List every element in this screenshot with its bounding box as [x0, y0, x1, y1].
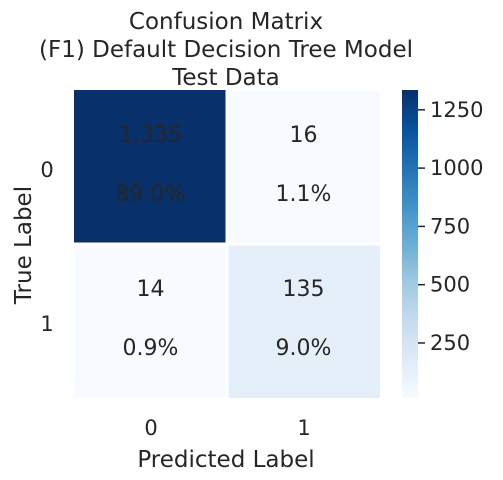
cell-percent-label-1-1: 9.0% [276, 336, 332, 361]
x-tick-label-1: 1 [297, 416, 310, 440]
cell-count-label-0-0: 1,335 [119, 123, 182, 148]
cell-percent-label-0-0: 89.0% [116, 182, 186, 207]
colorbar-tick-label-0: 250 [430, 331, 470, 355]
heatmap-cell-1-1 [228, 245, 380, 398]
cell-count-label-0-1: 16 [290, 123, 318, 148]
cell-count-label-1-0: 14 [137, 277, 165, 302]
chart-title-line-3: Test Data [171, 65, 280, 91]
colorbar-tick-label-3: 1000 [430, 156, 483, 180]
y-tick-label-1: 1 [40, 312, 53, 336]
colorbar [402, 90, 418, 398]
heatmap-cell-0-0 [74, 90, 226, 243]
cell-percent-label-0-1: 1.1% [276, 182, 332, 207]
x-tick-label-0: 0 [144, 416, 157, 440]
y-tick-label-0: 0 [40, 158, 53, 182]
x-axis-label: Predicted Label [137, 447, 314, 473]
colorbar-ticks: 250 500 750 1000 1250 [418, 98, 483, 355]
colorbar-tick-label-2: 750 [430, 214, 470, 238]
chart-title-line-2: (F1) Default Decision Tree Model [39, 37, 413, 63]
heatmap-cells: 1,335 89.0% 16 1.1% 14 0.9% 135 9.0% [74, 90, 380, 398]
cell-percent-label-1-0: 0.9% [123, 336, 179, 361]
colorbar-tick-label-4: 1250 [430, 98, 483, 122]
heatmap-cell-0-1 [228, 90, 380, 243]
y-axis-label: True Label [11, 186, 37, 305]
heatmap-cell-1-0 [74, 245, 226, 398]
cell-count-label-1-1: 135 [283, 277, 325, 302]
chart-title-line-1: Confusion Matrix [129, 9, 323, 35]
colorbar-tick-label-1: 500 [430, 273, 470, 297]
